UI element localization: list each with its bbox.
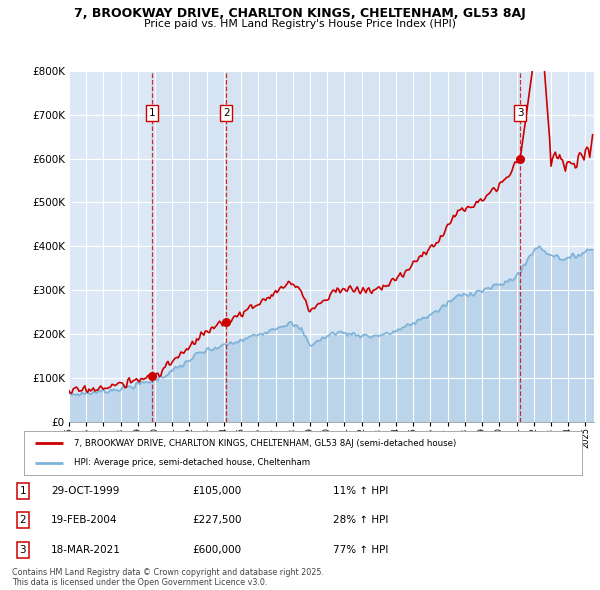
Text: £105,000: £105,000 <box>192 486 241 496</box>
Text: 2: 2 <box>19 516 26 525</box>
Text: £600,000: £600,000 <box>192 545 241 555</box>
Text: 18-MAR-2021: 18-MAR-2021 <box>51 545 121 555</box>
Text: 7, BROOKWAY DRIVE, CHARLTON KINGS, CHELTENHAM, GL53 8AJ (semi-detached house): 7, BROOKWAY DRIVE, CHARLTON KINGS, CHELT… <box>74 438 457 448</box>
Bar <box>226 71 520 422</box>
Text: HPI: Average price, semi-detached house, Cheltenham: HPI: Average price, semi-detached house,… <box>74 458 310 467</box>
Text: 3: 3 <box>19 545 26 555</box>
Text: 2: 2 <box>223 108 229 118</box>
Text: 1: 1 <box>19 486 26 496</box>
Text: £227,500: £227,500 <box>192 516 241 525</box>
Text: Price paid vs. HM Land Registry's House Price Index (HPI): Price paid vs. HM Land Registry's House … <box>144 19 456 29</box>
Text: Contains HM Land Registry data © Crown copyright and database right 2025.
This d: Contains HM Land Registry data © Crown c… <box>12 568 324 587</box>
Text: 7, BROOKWAY DRIVE, CHARLTON KINGS, CHELTENHAM, GL53 8AJ: 7, BROOKWAY DRIVE, CHARLTON KINGS, CHELT… <box>74 7 526 20</box>
Text: 1: 1 <box>149 108 155 118</box>
Text: 28% ↑ HPI: 28% ↑ HPI <box>333 516 388 525</box>
Text: 77% ↑ HPI: 77% ↑ HPI <box>333 545 388 555</box>
Text: 19-FEB-2004: 19-FEB-2004 <box>51 516 118 525</box>
Text: 3: 3 <box>517 108 523 118</box>
Bar <box>152 71 226 422</box>
Text: 29-OCT-1999: 29-OCT-1999 <box>51 486 119 496</box>
Text: 11% ↑ HPI: 11% ↑ HPI <box>333 486 388 496</box>
